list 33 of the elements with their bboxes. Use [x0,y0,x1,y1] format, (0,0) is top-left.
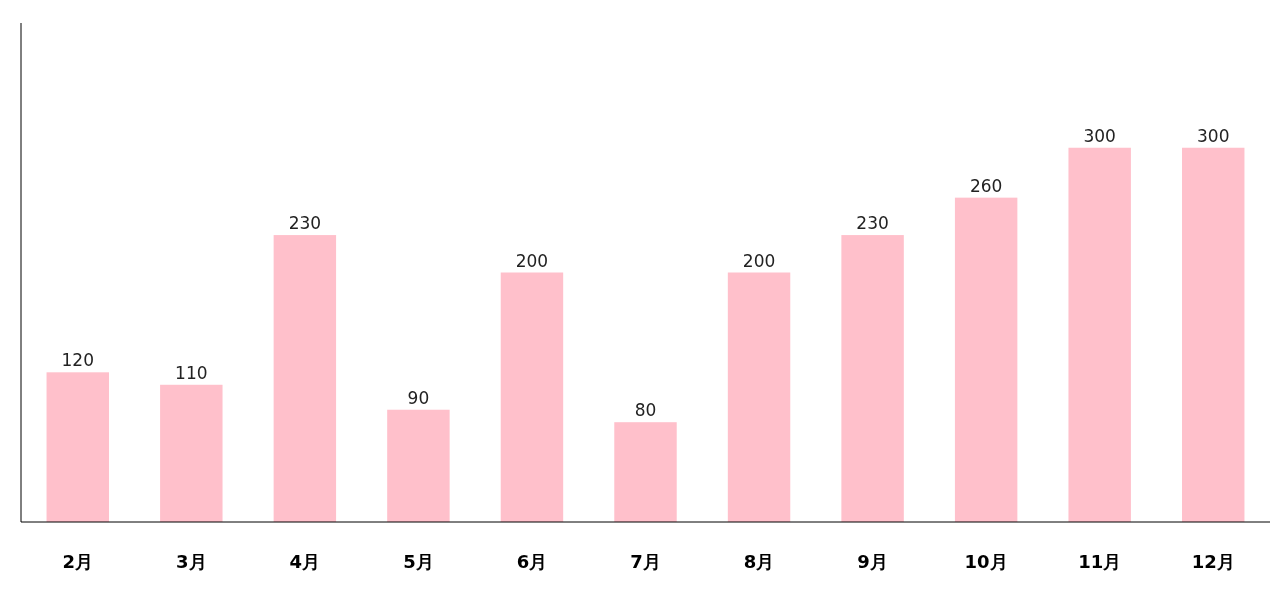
x-tick-label: 7月 [630,551,661,572]
x-tick-label: 11月 [1078,551,1122,572]
x-tick-label: 5月 [403,551,434,572]
data-label: 300 [1197,125,1230,146]
bar [614,422,677,522]
data-label: 110 [175,362,208,383]
x-tick-label: 6月 [516,551,548,572]
data-label: 200 [742,250,776,271]
data-label: 230 [856,213,889,234]
data-label: 260 [969,175,1003,196]
bar [160,384,223,522]
x-tick-label: 2月 [62,551,94,572]
bar [727,272,791,522]
x-tick-label: 8月 [743,551,775,572]
bar [387,409,450,522]
data-label: 230 [288,213,322,234]
data-label: 90 [407,387,430,408]
bar [841,235,904,522]
x-tick-label: 4月 [289,551,321,572]
data-label: 300 [1083,125,1116,146]
bar [1068,147,1131,522]
data-label: 200 [515,250,549,271]
data-label: 80 [634,400,657,421]
x-tick-label: 12月 [1191,551,1235,572]
bar [46,372,109,522]
data-label: 120 [61,350,94,371]
bar [273,235,337,522]
bar [500,272,564,522]
x-tick-label: 9月 [857,551,888,572]
x-tick-label: 3月 [176,551,207,572]
bar [1182,147,1245,522]
bar [954,197,1018,522]
x-tick-label: 10月 [964,551,1008,572]
